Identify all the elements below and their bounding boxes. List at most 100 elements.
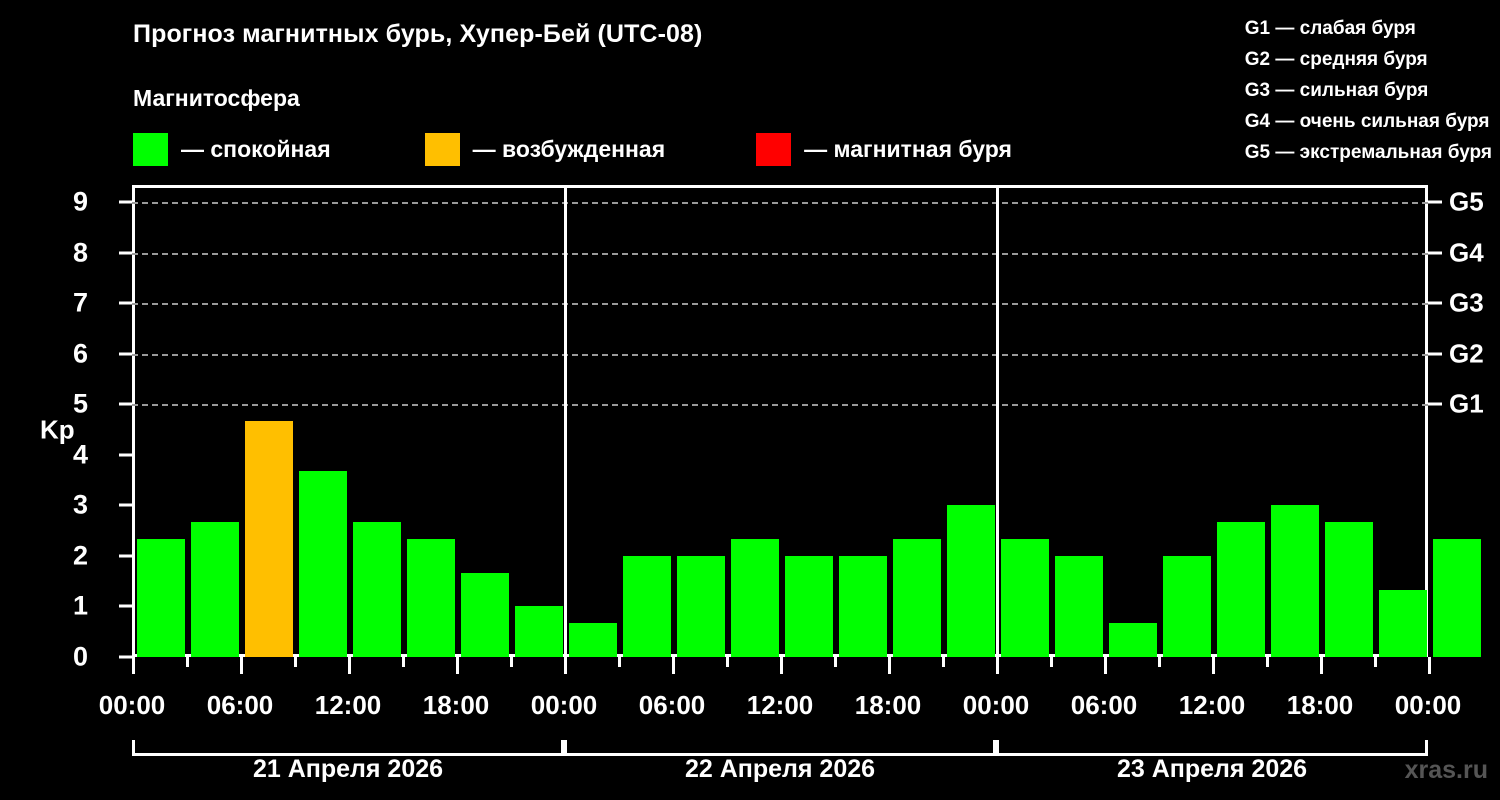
magnetosphere-section-title: Магнитосфера <box>133 85 300 111</box>
plot-frame <box>132 185 1428 657</box>
y-tick-label-9: 9 <box>72 186 88 217</box>
bar-4 <box>353 522 401 657</box>
g-tick-label-G4: G4 <box>1449 237 1484 268</box>
x-tick-label-4: 00:00 <box>530 690 598 720</box>
y-tick-mark-7 <box>119 301 132 305</box>
y-tick-label-8: 8 <box>72 237 88 268</box>
legend-label-active: — возбужденная <box>472 136 666 162</box>
bar-6 <box>461 572 509 657</box>
bar-13 <box>839 555 887 657</box>
x-tick-mark-11 <box>726 657 729 667</box>
gridline-kp-8 <box>132 252 1428 255</box>
legend-item-quiet: — спокойная <box>133 133 331 166</box>
g-tick-label-G5: G5 <box>1449 186 1484 217</box>
x-tick-label-8: 00:00 <box>962 690 1030 720</box>
watermark: xras.ru <box>1404 756 1488 784</box>
orange-square-swatch <box>424 133 460 166</box>
bar-14 <box>893 539 941 657</box>
day-separator-16 <box>996 185 999 657</box>
bar-17 <box>1055 555 1103 657</box>
date-band-label-2: 23 Апреля 2026 <box>1116 755 1308 783</box>
x-tick-label-0: 00:00 <box>98 690 166 720</box>
y-tick-mark-4 <box>119 453 132 457</box>
y-axis-title: Kp <box>40 414 75 445</box>
y-tick-mark-2 <box>119 554 132 558</box>
magnetosphere-legend: — спокойная — возбужденная — магнитная б… <box>133 133 1012 166</box>
x-tick-mark-5 <box>402 657 405 667</box>
bar-15 <box>947 505 995 657</box>
date-band-label-0: 21 Апреля 2026 <box>252 755 444 783</box>
bar-0 <box>137 539 185 657</box>
x-tick-mark-23 <box>1374 657 1377 667</box>
x-tick-label-7: 18:00 <box>854 690 922 720</box>
x-tick-label-11: 18:00 <box>1286 690 1354 720</box>
x-tick-mark-13 <box>834 657 837 667</box>
gridline-kp-5 <box>132 404 1428 407</box>
gridline-kp-7 <box>132 303 1428 306</box>
legend-item-active: — возбужденная <box>424 133 666 166</box>
bar-22 <box>1325 522 1373 657</box>
bar-2 <box>245 420 293 657</box>
x-tick-mark-24 <box>1428 657 1431 674</box>
g-scale-legend: G1 — слабая буря G2 — средняя буря G3 — … <box>1245 13 1492 168</box>
x-tick-label-1: 06:00 <box>206 690 274 720</box>
g-tick-mark-G5 <box>1428 200 1442 204</box>
bar-11 <box>731 539 779 657</box>
g-tick-mark-G2 <box>1428 352 1442 356</box>
x-tick-label-9: 06:00 <box>1070 690 1138 720</box>
y-tick-mark-6 <box>119 352 132 356</box>
bar-19 <box>1163 555 1211 657</box>
x-tick-mark-0 <box>132 657 135 674</box>
bar-23 <box>1379 589 1427 657</box>
bar-24 <box>1433 539 1481 657</box>
bar-3 <box>299 471 347 657</box>
x-tick-mark-9 <box>618 657 621 667</box>
y-tick-mark-9 <box>119 200 132 204</box>
plot-area <box>132 185 1481 657</box>
bar-20 <box>1217 522 1265 657</box>
y-tick-mark-8 <box>119 251 132 255</box>
date-band-0 <box>132 740 564 756</box>
x-tick-mark-15 <box>942 657 945 667</box>
x-tick-mark-20 <box>1212 657 1215 674</box>
bar-7 <box>515 606 563 657</box>
g-tick-mark-G1 <box>1428 402 1442 406</box>
x-tick-label-10: 12:00 <box>1178 690 1246 720</box>
x-tick-label-12: 00:00 <box>1394 690 1462 720</box>
x-tick-mark-4 <box>348 657 351 674</box>
bar-12 <box>785 555 833 657</box>
y-tick-label-6: 6 <box>72 338 88 369</box>
g-scale-item-g3: G3 — сильная буря <box>1244 80 1429 101</box>
x-tick-mark-17 <box>1050 657 1053 667</box>
g-tick-label-G2: G2 <box>1449 338 1484 369</box>
y-tick-label-2: 2 <box>72 540 88 571</box>
g-tick-mark-G3 <box>1428 301 1442 305</box>
bar-series <box>132 185 1481 657</box>
bar-5 <box>407 539 455 657</box>
y-tick-mark-5 <box>119 402 132 406</box>
date-band-2 <box>996 740 1428 756</box>
x-tick-mark-8 <box>564 657 567 674</box>
x-tick-mark-2 <box>240 657 243 674</box>
bar-10 <box>677 555 725 657</box>
g-scale-item-g5: G5 — экстремальная буря <box>1244 142 1492 163</box>
y-tick-label-7: 7 <box>72 287 88 318</box>
y-tick-label-0: 0 <box>72 641 88 672</box>
x-tick-mark-22 <box>1320 657 1323 674</box>
g-tick-mark-G4 <box>1428 251 1442 255</box>
y-tick-label-1: 1 <box>72 590 88 621</box>
g-scale-item-g2: G2 — средняя буря <box>1244 49 1428 70</box>
y-tick-mark-0 <box>119 655 132 659</box>
legend-label-storm: — магнитная буря <box>804 136 1012 162</box>
x-tick-mark-3 <box>294 657 297 667</box>
y-tick-label-3: 3 <box>72 489 88 520</box>
g-tick-label-G3: G3 <box>1449 287 1484 318</box>
legend-item-storm: — магнитная буря <box>756 133 1012 166</box>
y-tick-label-4: 4 <box>72 439 88 470</box>
x-tick-mark-7 <box>510 657 513 667</box>
x-tick-label-3: 18:00 <box>422 690 490 720</box>
x-tick-mark-21 <box>1266 657 1269 667</box>
x-tick-mark-18 <box>1104 657 1107 674</box>
x-tick-label-6: 12:00 <box>746 690 814 720</box>
